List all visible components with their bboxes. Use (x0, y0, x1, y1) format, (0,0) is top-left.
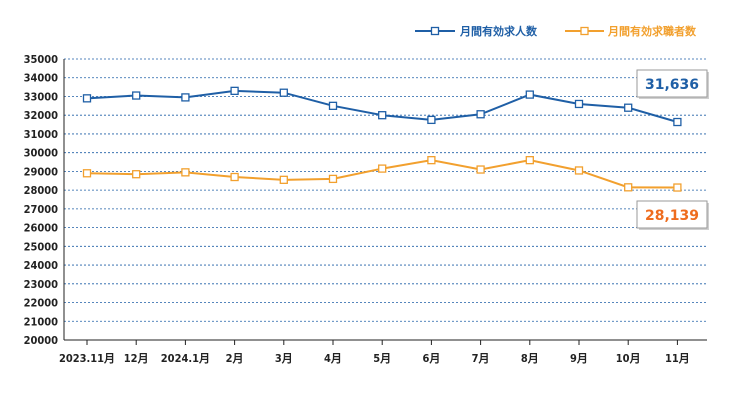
series-1-point (181, 93, 190, 102)
x-tick-label: 2024.1月 (161, 352, 210, 365)
x-tick-label: 4月 (324, 352, 342, 365)
series-2-point (476, 165, 485, 174)
y-tick-label: 35000 (24, 53, 59, 66)
series-2-point (328, 174, 338, 184)
series-2-point (427, 156, 436, 165)
series-2-point (574, 166, 584, 175)
series-1-point (132, 91, 141, 100)
series-2-point (132, 170, 141, 179)
value-callout-box (636, 69, 708, 98)
series-line-2 (86, 159, 678, 189)
value-callout-label: 28,139 (645, 208, 699, 224)
series-2-point (624, 183, 633, 192)
series-1-point (82, 94, 92, 103)
legend-label-1: 月間有効求人数 (459, 24, 538, 38)
x-tick-label: 10月 (616, 352, 641, 365)
y-tick-label: 33000 (24, 90, 59, 103)
series-1-point (574, 99, 584, 109)
y-tick-label: 24000 (24, 259, 59, 272)
y-tick-label: 23000 (24, 278, 59, 291)
series-2-point (673, 183, 682, 192)
series-1-point (624, 103, 633, 112)
legend-marker-2 (580, 26, 589, 36)
x-tick-label: 2月 (226, 352, 244, 365)
series-2-point (82, 169, 92, 178)
value-callout-box (636, 200, 708, 229)
x-tick-label: 7月 (472, 352, 490, 365)
series-2-point (230, 172, 239, 182)
value-callout-label: 31,636 (645, 77, 699, 93)
x-tick-label: 5月 (373, 352, 391, 365)
series-2-point (525, 156, 534, 165)
series-1-point (673, 117, 682, 127)
y-tick-label: 21000 (24, 315, 59, 328)
y-tick-label: 26000 (24, 222, 59, 235)
y-tick-label: 31000 (24, 128, 59, 141)
series-1-point (279, 88, 288, 97)
y-tick-label: 32000 (24, 109, 59, 122)
y-tick-label: 34000 (24, 72, 59, 85)
y-tick-label: 29000 (24, 165, 59, 178)
series-1-point (328, 101, 338, 110)
y-tick-label: 27000 (24, 203, 59, 216)
y-tick-label: 22000 (24, 297, 59, 310)
series-1-point (230, 86, 239, 95)
series-2-point (181, 168, 190, 177)
y-tick-label: 25000 (24, 240, 59, 253)
series-1-point (427, 115, 436, 125)
legend-marker-1 (430, 26, 440, 36)
x-tick-label: 2023.11月 (59, 352, 115, 365)
x-tick-label: 8月 (521, 352, 539, 365)
series-1-point (378, 111, 387, 120)
x-tick-label: 6月 (422, 352, 440, 365)
y-tick-label: 28000 (24, 184, 59, 197)
series-1-point (476, 110, 485, 119)
series-2-point (378, 164, 387, 173)
y-tick-label: 20000 (24, 334, 59, 347)
series-1-point (525, 90, 534, 99)
legend-label-2: 月間有効求職者数 (607, 24, 697, 38)
x-tick-label: 9月 (570, 352, 588, 365)
series-2-point (279, 175, 288, 184)
x-tick-label: 12月 (124, 352, 149, 365)
x-tick-label: 3月 (275, 352, 293, 365)
y-tick-label: 30000 (24, 147, 59, 160)
x-tick-label: 11月 (665, 352, 690, 365)
